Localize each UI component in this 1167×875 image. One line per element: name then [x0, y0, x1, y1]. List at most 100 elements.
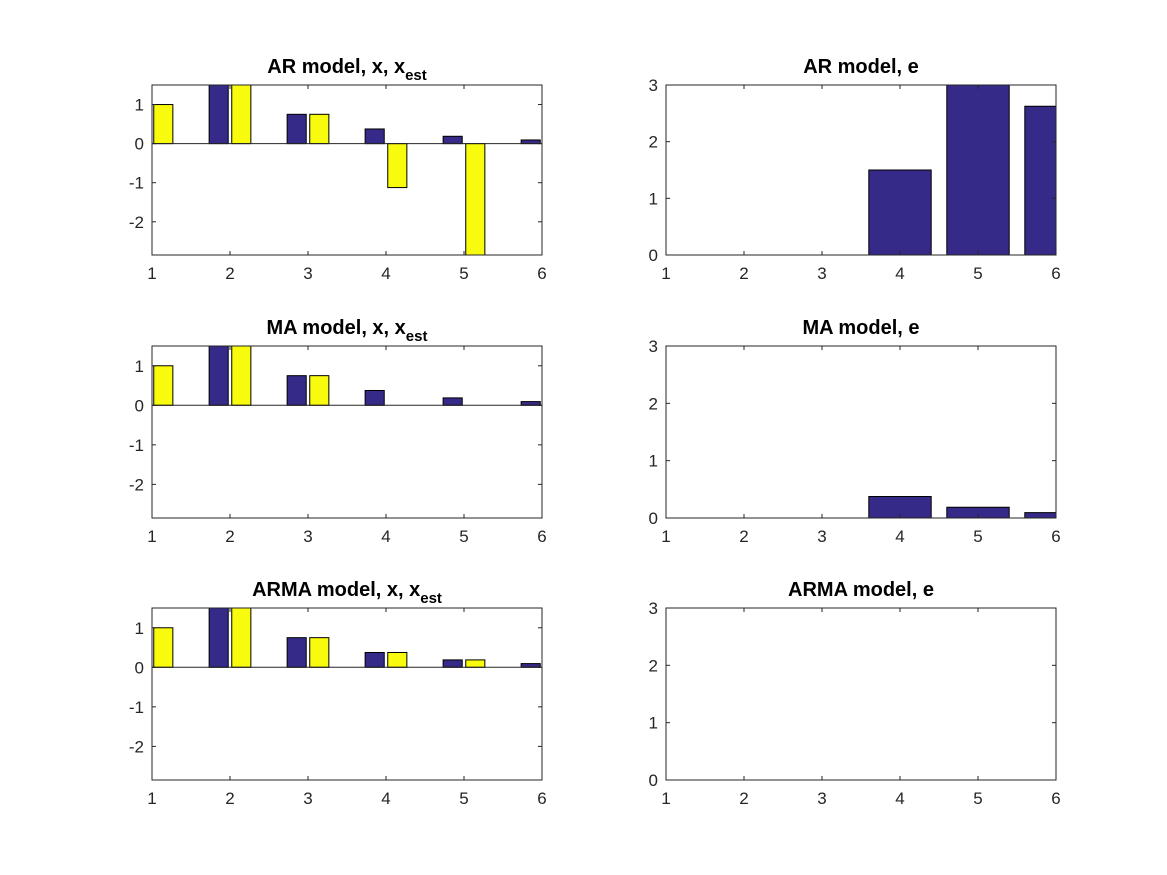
y-tick-label: 1 [649, 189, 658, 208]
x-tick-label: 4 [381, 789, 390, 808]
chart-title-main: ARMA model, x, x [252, 579, 420, 601]
chart-title-main: ARMA model, e [788, 579, 934, 601]
bar-series0-cat5 [442, 397, 463, 406]
chart-title-main: MA model, e [802, 317, 919, 339]
chart-title: ARMA model, x, xest [252, 579, 442, 607]
bar-series0-cat2 [208, 346, 229, 406]
x-tick-label: 5 [459, 264, 468, 283]
bar-series0-cat5 [946, 85, 1010, 255]
axes-border [665, 345, 1057, 519]
subplot-arma-x: 1 2 3 4 5 6 -2 -1 0 1 ARMA model, x, xest [129, 579, 547, 808]
y-tick-label: 1 [135, 96, 144, 115]
x-tick-label: 5 [973, 264, 982, 283]
chart-title-subscript: est [420, 590, 442, 607]
x-tick-label: 2 [739, 264, 748, 283]
x-tick-label: 3 [817, 789, 826, 808]
x-tick-label: 2 [739, 527, 748, 546]
subplot-ma-x: 1 2 3 4 5 6 -2 -1 0 1 MA model, x, xest [129, 317, 547, 546]
chart-title: MA model, x, xest [267, 317, 428, 345]
bars [868, 85, 1056, 255]
bar-series1-cat4 [387, 143, 408, 189]
y-tick-label: 3 [649, 599, 658, 618]
axes-box [665, 607, 1057, 781]
x-tick-label: 3 [303, 264, 312, 283]
bar-series1-cat4 [387, 651, 408, 668]
y-tick-label: 0 [649, 246, 658, 265]
x-tick-label: 5 [973, 527, 982, 546]
bar-series1-cat2 [231, 608, 252, 668]
y-tick-label: 1 [649, 452, 658, 471]
y-tick-label: -1 [129, 436, 144, 455]
bars [153, 85, 541, 255]
y-tick-label: -2 [129, 737, 144, 756]
x-tick-label: 2 [739, 789, 748, 808]
chart-title: AR model, e [803, 56, 919, 78]
x-tick-label: 5 [973, 789, 982, 808]
bar-series0-cat5 [442, 659, 463, 668]
chart-title-subscript: est [405, 67, 427, 84]
y-tick-label: 2 [649, 133, 658, 152]
bar-series0-cat4 [364, 128, 385, 145]
x-tick-label: 4 [895, 789, 904, 808]
bar-series1-cat1 [153, 627, 174, 668]
x-tick-label: 5 [459, 527, 468, 546]
bar-series0-cat6 [1024, 105, 1056, 255]
y-tick-label: 1 [135, 357, 144, 376]
bar-series0-cat4 [868, 496, 932, 518]
y-tick-label: 3 [649, 76, 658, 95]
bar-series0-cat4 [364, 651, 385, 668]
x-tick-label: 2 [225, 527, 234, 546]
x-tick-label: 6 [537, 264, 546, 283]
axes-border [151, 345, 543, 519]
x-tick-label: 4 [381, 527, 390, 546]
axes-border [151, 607, 543, 781]
y-tick-label: -1 [129, 174, 144, 193]
bar-series0-cat3 [286, 113, 307, 145]
bar-series1-cat2 [231, 346, 252, 406]
y-tick-label: 0 [135, 658, 144, 677]
x-tick-label: 4 [895, 264, 904, 283]
bar-series1-cat3 [309, 375, 330, 406]
bar-series0-cat2 [208, 608, 229, 668]
bar-series0-cat6 [520, 401, 541, 406]
x-tick-label: 2 [225, 264, 234, 283]
x-tick-label: 1 [661, 527, 670, 546]
x-tick-label: 6 [1051, 527, 1060, 546]
y-tick-label: 0 [649, 771, 658, 790]
chart-title: MA model, e [802, 317, 919, 339]
bar-series0-cat6 [1024, 512, 1056, 518]
chart-title-main: AR model, x, x [267, 56, 405, 78]
x-tick-label: 1 [661, 789, 670, 808]
bar-series1-cat1 [153, 365, 174, 406]
y-tick-label: 0 [135, 396, 144, 415]
chart-title: AR model, x, xest [267, 56, 427, 84]
x-tick-label: 4 [895, 527, 904, 546]
x-tick-label: 3 [817, 527, 826, 546]
y-tick-label: -2 [129, 475, 144, 494]
x-tick-label: 2 [225, 789, 234, 808]
bar-series0-cat5 [442, 135, 463, 145]
y-tick-label: -2 [129, 213, 144, 232]
x-tick-label: 6 [1051, 789, 1060, 808]
bars [868, 496, 1056, 518]
axes-border [665, 607, 1057, 781]
x-tick-label: 1 [147, 527, 156, 546]
x-tick-label: 3 [303, 527, 312, 546]
bar-series1-cat1 [153, 104, 174, 145]
bar-series1-cat5 [465, 659, 486, 668]
axes-box [665, 345, 1057, 519]
bar-series0-cat4 [364, 389, 385, 406]
chart-title-subscript: est [406, 328, 428, 345]
bar-series0-cat6 [520, 663, 541, 668]
x-tick-label: 1 [147, 789, 156, 808]
x-tick-label: 6 [537, 527, 546, 546]
bar-series1-cat5 [465, 143, 486, 255]
bars [153, 608, 541, 668]
y-tick-label: 0 [649, 509, 658, 528]
x-tick-label: 3 [303, 789, 312, 808]
x-tick-label: 1 [661, 264, 670, 283]
